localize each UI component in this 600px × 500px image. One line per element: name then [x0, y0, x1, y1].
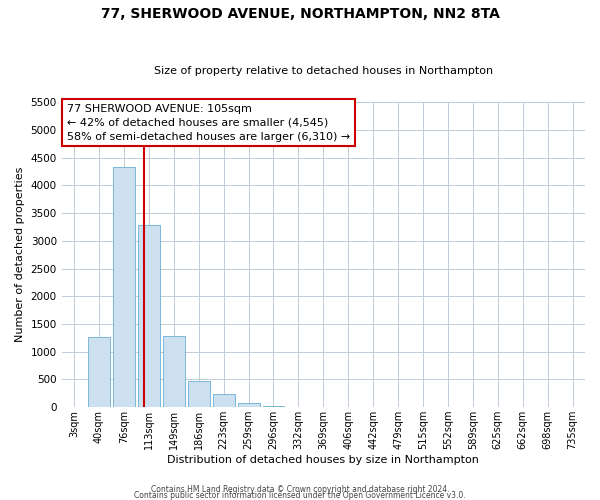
Bar [163, 336, 185, 407]
Text: 77 SHERWOOD AVENUE: 105sqm
← 42% of detached houses are smaller (4,545)
58% of s: 77 SHERWOOD AVENUE: 105sqm ← 42% of deta… [67, 104, 350, 142]
Bar [113, 166, 135, 407]
Text: Contains public sector information licensed under the Open Government Licence v3: Contains public sector information licen… [134, 490, 466, 500]
Bar [138, 225, 160, 407]
X-axis label: Distribution of detached houses by size in Northampton: Distribution of detached houses by size … [167, 455, 479, 465]
Bar [212, 394, 235, 407]
Bar [263, 406, 284, 407]
Text: 77, SHERWOOD AVENUE, NORTHAMPTON, NN2 8TA: 77, SHERWOOD AVENUE, NORTHAMPTON, NN2 8T… [101, 8, 499, 22]
Text: Contains HM Land Registry data © Crown copyright and database right 2024.: Contains HM Land Registry data © Crown c… [151, 484, 449, 494]
Y-axis label: Number of detached properties: Number of detached properties [15, 167, 25, 342]
Bar [238, 404, 260, 407]
Title: Size of property relative to detached houses in Northampton: Size of property relative to detached ho… [154, 66, 493, 76]
Bar [88, 337, 110, 407]
Bar [188, 380, 209, 407]
